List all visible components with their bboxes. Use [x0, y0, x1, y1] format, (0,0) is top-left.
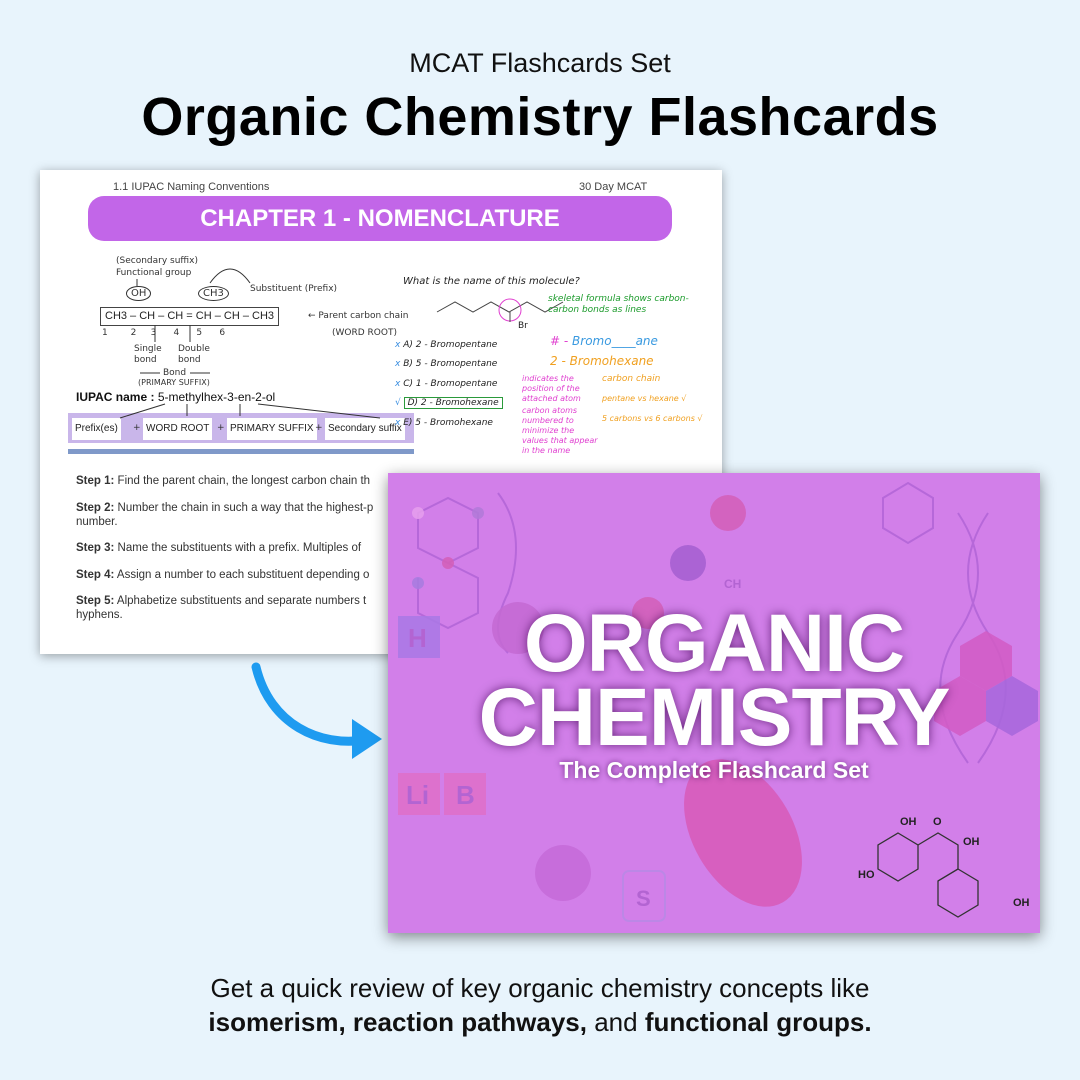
- oh-group: OH: [126, 286, 152, 301]
- iupac-name: IUPAC name : 5-methylhex-3-en-2-ol: [76, 390, 276, 404]
- diagram-label: Single bond: [134, 344, 162, 365]
- answer-text: 2 - Bromohexane: [550, 354, 654, 368]
- cover-image: H Li B CH S OH O OH HO OH ORGANIC CHEMIS…: [388, 473, 1040, 933]
- formula-primary-suffix: PRIMARY SUFFIX: [227, 418, 317, 440]
- note-chain: carbon chain: [602, 374, 661, 384]
- diagram-label: (Secondary suffix): [116, 256, 198, 266]
- note-pentane: pentane vs hexane √: [602, 394, 687, 403]
- option-b: x B) 5 - Bromopentane: [395, 359, 498, 369]
- diagram-label: Double bond: [178, 344, 210, 365]
- plus: +: [217, 423, 225, 433]
- step-3: Step 3: Name the substituents with a pre…: [76, 542, 362, 554]
- diagram-arrows: [119, 268, 564, 419]
- bromine-label: Br: [518, 321, 528, 331]
- step-4: Step 4: Assign a number to each substitu…: [76, 569, 370, 581]
- ch-label: CH: [724, 577, 741, 591]
- option-c: x C) 1 - Bromopentane: [395, 379, 498, 389]
- note-numbered: carbon atoms numbered to minimize the va…: [522, 406, 598, 455]
- formula-word-root: WORD ROOT: [143, 418, 213, 440]
- element-b: B: [456, 780, 475, 810]
- plus: +: [315, 423, 323, 433]
- oh-label: OH: [1013, 897, 1030, 909]
- element-li: Li: [406, 780, 429, 810]
- diagram-label: ← Parent carbon chain: [308, 311, 409, 321]
- oh-label: OH: [900, 816, 917, 828]
- formula-prefix: Prefix(es): [72, 418, 121, 440]
- oh-label: OH: [963, 836, 980, 848]
- curved-arrow-icon: [251, 662, 382, 759]
- ho-label: HO: [858, 869, 875, 881]
- question-prompt: What is the name of this molecule?: [403, 276, 580, 287]
- diagram-label: Substituent (Prefix): [250, 284, 338, 294]
- cover-title-line1: ORGANIC: [523, 598, 905, 689]
- note-position: indicates the position of the attached a…: [522, 374, 581, 403]
- chapter-banner: CHAPTER 1 - NOMENCLATURE: [88, 196, 672, 241]
- option-e: x E) 5 - Bromohexane: [395, 418, 493, 428]
- flashcard-preview: 1.1 IUPAC Naming Conventions 30 Day MCAT…: [40, 170, 722, 654]
- diagram-label: Functional group: [116, 268, 192, 278]
- step-1: Step 1: Find the parent chain, the longe…: [76, 475, 371, 487]
- diagram-label: Bond: [163, 368, 187, 378]
- step-5: Step 5: Alphabetize substituents and sep…: [76, 595, 367, 621]
- cover-title-line2: CHEMISTRY: [478, 672, 951, 763]
- formula-secondary-suffix: Secondary suffix: [325, 418, 405, 440]
- chemistry-illustrations: H Li B CH S OH O OH HO OH: [398, 481, 1038, 922]
- footer-line1: Get a quick review of key organic chemis…: [210, 973, 870, 1003]
- note-skeletal: skeletal formula shows carbon-carbon bon…: [548, 294, 689, 315]
- element-h: H: [408, 623, 427, 653]
- diagram-label: (PRIMARY SUFFIX): [138, 378, 210, 387]
- cover-tagline: The Complete Flashcard Set: [559, 757, 869, 783]
- page-title: Organic Chemistry Flashcards: [141, 87, 939, 147]
- section-label: 1.1 IUPAC Naming Conventions: [113, 181, 270, 193]
- element-s: S: [636, 886, 651, 911]
- brand-label: 30 Day MCAT: [579, 181, 648, 193]
- step-2: Step 2: Number the chain in such a way t…: [76, 502, 374, 528]
- diagram-label: (WORD ROOT): [332, 328, 397, 338]
- name-pattern: # - Bromo____ane: [550, 334, 658, 348]
- note-carbons: 5 carbons vs 6 carbons √: [602, 414, 703, 423]
- o-label: O: [933, 816, 942, 828]
- chain-numbers: 1 2 3 4 5 6: [102, 328, 226, 338]
- plus: +: [133, 423, 141, 433]
- divider: [68, 449, 414, 454]
- option-d: √ D) 2 - Bromohexane: [395, 397, 503, 409]
- ch3-group: CH3: [198, 286, 229, 301]
- subtitle: MCAT Flashcards Set: [409, 48, 671, 78]
- option-a: x A) 2 - Bromopentane: [395, 340, 498, 350]
- footer-line2: isomerism, reaction pathways, and functi…: [208, 1007, 872, 1037]
